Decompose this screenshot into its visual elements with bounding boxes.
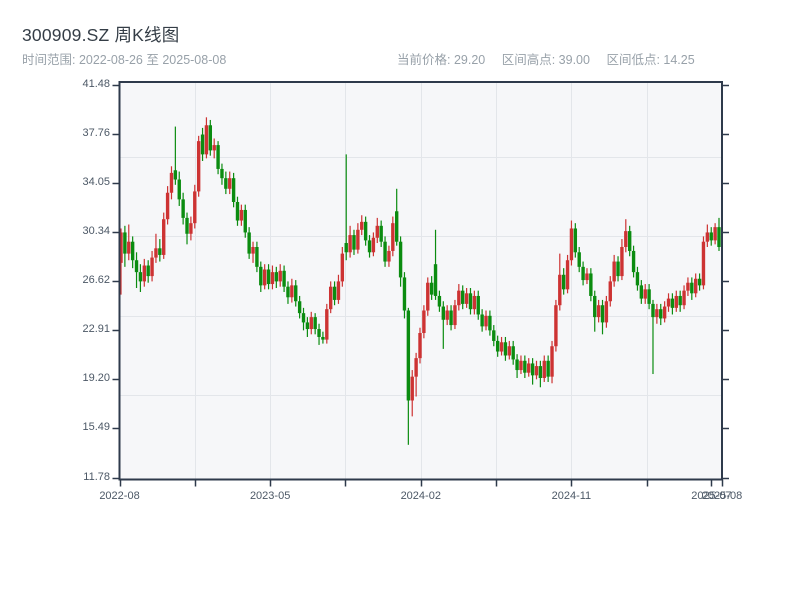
price-info-row: 当前价格: 29.20 区间高点: 39.00 区间低点: 14.25 (397, 49, 708, 68)
x-axis-tick-label: 2025-07 (691, 489, 732, 502)
y-axis-tick-label: 37.76 (82, 126, 110, 139)
page-title: 300909.SZ 周K线图 (22, 25, 180, 45)
current-price-label: 当前价格: 29.20 (397, 53, 486, 67)
y-axis-tick-label: 34.05 (82, 175, 110, 188)
y-axis-tick-label: 11.78 (83, 470, 110, 483)
x-axis-tick-label: 2024-02 (400, 489, 441, 502)
x-axis-tick-label: 2025-08 (701, 489, 743, 502)
time-range-label: 时间范围: 2022-08-26 至 2025-08-08 (22, 53, 227, 67)
range-low-label: 区间低点: 14.25 (606, 53, 695, 67)
range-high-label: 区间高点: 39.00 (501, 53, 590, 67)
y-axis-tick-label: 26.62 (82, 274, 110, 287)
y-axis-tick-label: 41.48 (82, 77, 110, 90)
x-axis-tick-label: 2022-08 (99, 489, 140, 502)
y-axis-tick-label: 30.34 (82, 224, 110, 237)
y-axis-tick-label: 19.20 (82, 372, 110, 385)
x-axis-tick-label: 2023-05 (249, 489, 291, 502)
y-axis-tick-label: 22.91 (82, 323, 110, 336)
x-axis-tick-label: 2024-11 (551, 489, 592, 502)
y-axis-tick-label: 15.49 (82, 421, 110, 434)
